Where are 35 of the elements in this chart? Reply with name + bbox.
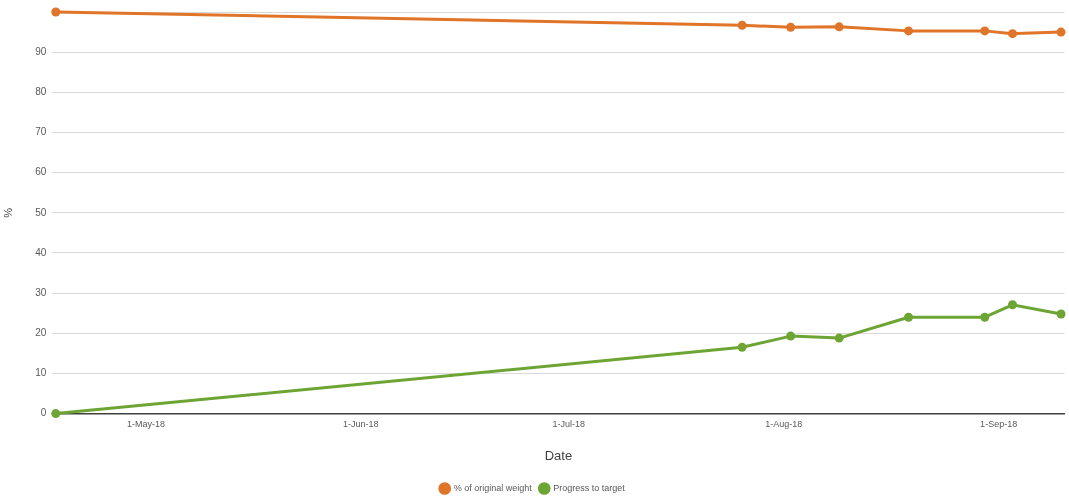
point bbox=[1056, 27, 1066, 37]
point bbox=[51, 409, 61, 419]
point bbox=[737, 20, 747, 30]
y-tick-label: 50 bbox=[35, 206, 47, 218]
point bbox=[1008, 300, 1018, 310]
point bbox=[51, 7, 61, 17]
point bbox=[904, 26, 914, 36]
y-axis-title: % bbox=[1, 207, 14, 218]
x-tick-label: 1-Aug-18 bbox=[765, 419, 803, 430]
point bbox=[904, 312, 914, 322]
y-tick-label: 30 bbox=[35, 286, 47, 298]
y-tick-label: 90 bbox=[35, 45, 47, 57]
y-tick-label: 20 bbox=[35, 327, 47, 339]
point bbox=[786, 22, 796, 32]
point bbox=[834, 333, 844, 343]
y-tick-label: 60 bbox=[35, 166, 47, 178]
point bbox=[786, 331, 796, 341]
y-tick-label: 70 bbox=[35, 126, 47, 138]
y-tick-label: 0 bbox=[40, 407, 47, 419]
x-tick-label: 1-Sep-18 bbox=[980, 419, 1018, 430]
legend-label: % of original weight bbox=[453, 482, 533, 493]
point bbox=[980, 312, 990, 322]
point bbox=[1056, 309, 1066, 319]
y-tick-label: 80 bbox=[35, 86, 47, 98]
point bbox=[1008, 29, 1018, 39]
point bbox=[834, 22, 844, 32]
point bbox=[737, 342, 747, 352]
legend-label: Progress to target bbox=[553, 482, 626, 493]
y-tick-label: 40 bbox=[35, 246, 47, 258]
x-tick-label: 1-Jun-18 bbox=[343, 419, 379, 430]
y-tick-label: 10 bbox=[35, 367, 47, 379]
x-tick-label: 1-Jul-18 bbox=[552, 419, 586, 430]
x-tick-label: 1-May-18 bbox=[126, 419, 165, 430]
x-axis-title: Date bbox=[544, 447, 573, 463]
point bbox=[980, 26, 990, 36]
